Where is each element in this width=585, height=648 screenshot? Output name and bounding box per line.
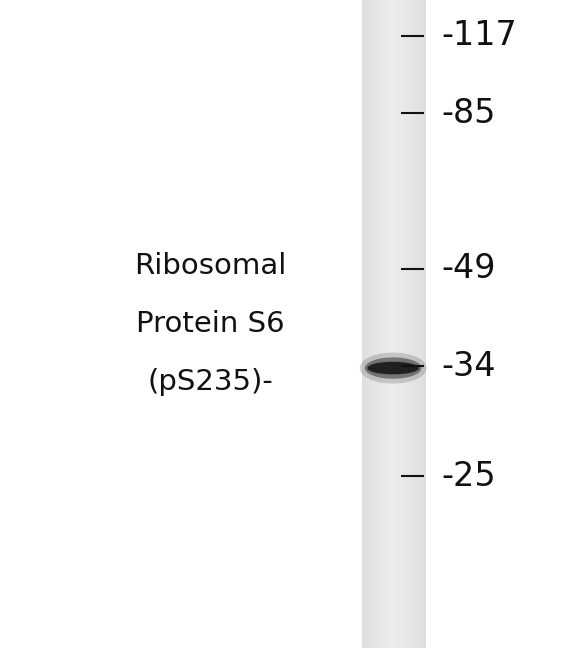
Bar xyxy=(398,0,399,648)
Bar xyxy=(378,0,380,648)
Ellipse shape xyxy=(367,362,419,375)
Bar xyxy=(384,0,385,648)
Bar xyxy=(369,0,370,648)
Bar xyxy=(410,0,411,648)
Bar xyxy=(371,0,372,648)
Bar xyxy=(383,0,384,648)
Bar xyxy=(362,0,363,648)
Bar xyxy=(424,0,425,648)
Text: Protein S6: Protein S6 xyxy=(136,310,285,338)
Bar xyxy=(365,0,366,648)
Bar xyxy=(414,0,415,648)
Bar xyxy=(382,0,383,648)
Bar xyxy=(411,0,412,648)
Bar xyxy=(413,0,414,648)
Bar xyxy=(421,0,422,648)
Bar xyxy=(401,0,402,648)
Text: -85: -85 xyxy=(442,97,496,130)
Bar xyxy=(367,0,368,648)
Text: -117: -117 xyxy=(442,19,517,52)
Text: (pS235)-: (pS235)- xyxy=(148,368,273,397)
Bar xyxy=(407,0,408,648)
Bar xyxy=(374,0,376,648)
Ellipse shape xyxy=(365,357,421,378)
Bar xyxy=(387,0,388,648)
Bar xyxy=(366,0,367,648)
Bar xyxy=(415,0,416,648)
Bar xyxy=(373,0,374,648)
Bar xyxy=(363,0,364,648)
Ellipse shape xyxy=(360,353,426,384)
Bar xyxy=(418,0,419,648)
Bar xyxy=(381,0,382,648)
Text: -34: -34 xyxy=(442,350,496,382)
Bar xyxy=(397,0,398,648)
Bar xyxy=(376,0,377,648)
Bar xyxy=(417,0,418,648)
Bar xyxy=(377,0,378,648)
Bar xyxy=(405,0,407,648)
Bar xyxy=(364,0,365,648)
Bar xyxy=(422,0,424,648)
Text: -25: -25 xyxy=(442,460,496,492)
Bar xyxy=(396,0,397,648)
Bar xyxy=(402,0,403,648)
Bar xyxy=(393,0,394,648)
Bar xyxy=(386,0,387,648)
Bar xyxy=(419,0,421,648)
Bar xyxy=(412,0,413,648)
Bar xyxy=(399,0,400,648)
Bar xyxy=(385,0,386,648)
Text: Ribosomal: Ribosomal xyxy=(135,251,287,280)
Bar xyxy=(370,0,371,648)
Bar xyxy=(408,0,409,648)
Bar xyxy=(391,0,393,648)
Bar xyxy=(404,0,405,648)
Bar xyxy=(368,0,369,648)
Bar xyxy=(395,0,396,648)
Text: -49: -49 xyxy=(442,253,496,285)
Bar xyxy=(372,0,373,648)
Bar xyxy=(400,0,401,648)
Bar xyxy=(388,0,390,648)
Bar xyxy=(394,0,395,648)
Bar xyxy=(380,0,381,648)
Bar xyxy=(425,0,426,648)
